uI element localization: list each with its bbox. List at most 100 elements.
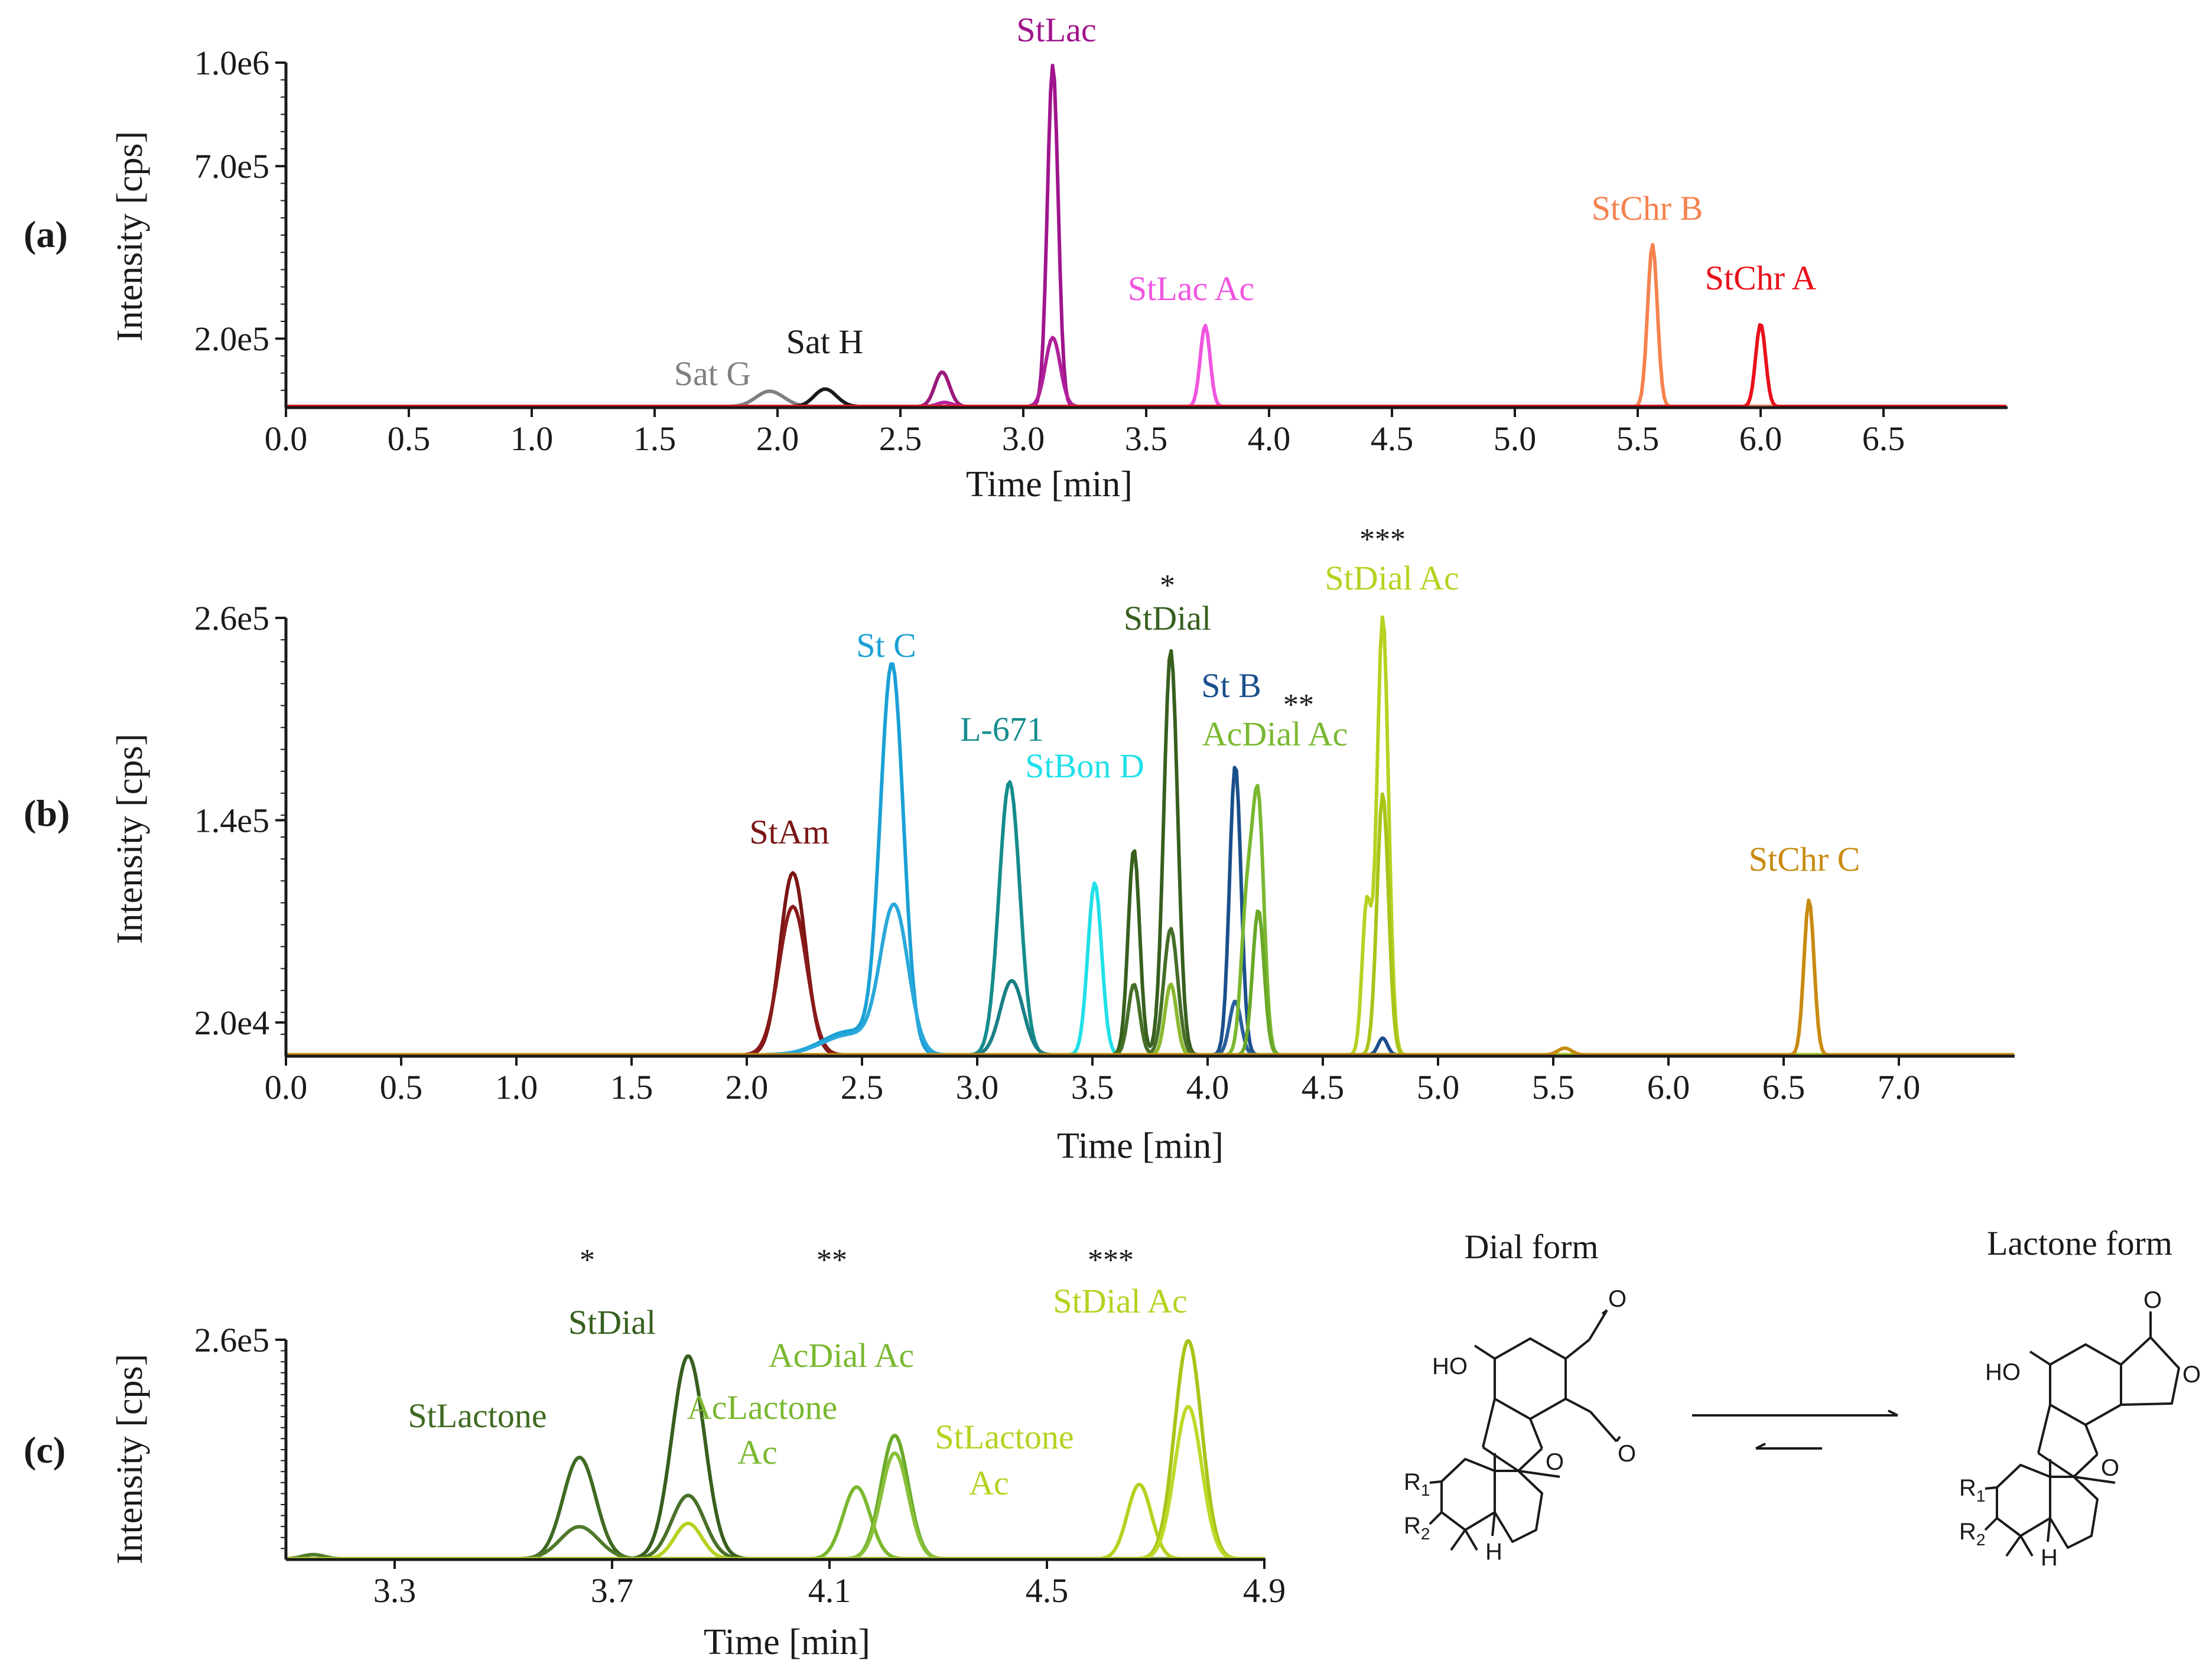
panel-b-traces bbox=[286, 615, 2014, 1057]
y-tick-label: 2.0e5 bbox=[194, 320, 269, 358]
peak-label-stchr-c: StChr C bbox=[1749, 840, 1860, 878]
x-tick-label: 5.0 bbox=[1417, 1068, 1460, 1106]
peak-label-stlac-ac: StLac Ac bbox=[1128, 269, 1254, 308]
peak-label-stam: StAm bbox=[749, 813, 829, 851]
annotation-star-2: ** bbox=[1283, 688, 1314, 722]
annotation-star-c1: * bbox=[580, 1243, 595, 1277]
trace-aclactone-ac bbox=[285, 1485, 1266, 1561]
trace-stlac-ac bbox=[286, 324, 2006, 409]
lactone-o-text-3: O bbox=[2101, 1455, 2119, 1481]
x-tick-label: 2.5 bbox=[879, 419, 922, 458]
x-tick-label: 0.0 bbox=[265, 1068, 308, 1106]
trace-stbon-d bbox=[286, 881, 2014, 1057]
panel-a-ticks: 0.0 0.5 1.0 1.5 2.0 2.5 3.0 3.5 4.0 4.5 5.0 5.5 6.0 6… bbox=[194, 44, 1905, 458]
panel-b-ticks: 0.0 0.5 1.0 1.5 2.0 2.5 3.0 3.5 4.0 4.5 5.0 5.5 6.0 6… bbox=[194, 599, 1921, 1106]
annotation-star-c3: *** bbox=[1088, 1243, 1134, 1277]
trace-acdial-ac-q bbox=[286, 909, 2014, 1057]
y-tick-label: 1.4e5 bbox=[194, 801, 269, 839]
x-tick-label: 3.5 bbox=[1071, 1068, 1114, 1106]
x-tick-label: 1.0 bbox=[495, 1068, 538, 1106]
lactone-form-title: Lactone form bbox=[1987, 1224, 2172, 1262]
peak-label-acdial-ac: AcDial Ac bbox=[1202, 715, 1348, 753]
panel-b-x-axis-title: Time [min] bbox=[1057, 1126, 1224, 1166]
x-tick-label: 0.5 bbox=[380, 1068, 423, 1106]
x-tick-label: 4.0 bbox=[1186, 1068, 1229, 1106]
lactone-h-text: H bbox=[2041, 1545, 2058, 1571]
x-tick-label: 4.5 bbox=[1302, 1068, 1345, 1106]
trace-stam bbox=[286, 871, 2014, 1057]
equilibrium-arrows bbox=[1692, 1409, 1898, 1450]
lactone-form-structure: HO O O O R1 R2 H bbox=[1959, 1287, 2201, 1571]
panel-a-chart: (a) Intensity [cps] Time [min] 0.0 0.5 1.0… bbox=[24, 11, 2008, 504]
panel-c-chart: (c) Intensity [cps] Time [min] 3.3 3.7 4.1… bbox=[24, 1243, 1286, 1662]
panel-a-traces bbox=[286, 63, 2006, 409]
panel-a-y-axis-title: Intensity [cps] bbox=[110, 131, 150, 341]
peak-label-stdial: StDial bbox=[1124, 599, 1211, 637]
x-tick-label: 4.5 bbox=[1371, 419, 1414, 458]
panel-b-peak-labels: StAm St C L-671 StBon D StDial St B AcDi… bbox=[749, 523, 1860, 878]
panel-b-chart: (b) Intensity [cps] Time [min] 0.0 0.5 1.0… bbox=[24, 523, 2015, 1166]
peak-label-sat-g: Sat G bbox=[674, 354, 752, 393]
x-tick-label: 4.1 bbox=[808, 1571, 851, 1610]
panel-b-y-axis-title: Intensity [cps] bbox=[110, 734, 150, 944]
panel-a-label: (a) bbox=[24, 213, 68, 255]
annotation-star-1: * bbox=[1160, 569, 1175, 603]
y-tick-label: 1.0e6 bbox=[194, 44, 269, 82]
dial-r2-text: R2 bbox=[1404, 1513, 1430, 1543]
dial-o-text-1: O bbox=[1608, 1286, 1627, 1312]
lactone-r1-text: R1 bbox=[1959, 1475, 1985, 1505]
x-tick-label: 0.5 bbox=[388, 419, 431, 458]
peak-label-stdial-ac: StDial Ac bbox=[1325, 559, 1459, 597]
dial-form-title: Dial form bbox=[1464, 1228, 1598, 1266]
trace-st-b bbox=[286, 766, 2014, 1057]
x-tick-label: 3.5 bbox=[1125, 419, 1168, 458]
x-tick-label: 6.5 bbox=[1862, 419, 1905, 458]
lactone-o-text-1: O bbox=[2143, 1287, 2162, 1313]
trace-stlac-q bbox=[286, 336, 2006, 409]
x-tick-label: 1.0 bbox=[510, 419, 554, 458]
lactone-r2-text: R2 bbox=[1959, 1519, 1985, 1549]
dial-o-text-2: O bbox=[1618, 1441, 1636, 1467]
panel-c-y-axis-title: Intensity [cps] bbox=[110, 1354, 150, 1564]
x-tick-label: 2.5 bbox=[841, 1068, 884, 1106]
y-tick-label: 2.0e4 bbox=[194, 1004, 269, 1042]
y-tick-label: 7.0e5 bbox=[194, 147, 269, 185]
trace-stchr-a bbox=[286, 323, 2006, 409]
annotation-star-c2: ** bbox=[817, 1243, 847, 1277]
peak-label-stlactone: StLactone bbox=[408, 1396, 547, 1435]
dial-r1-text: R1 bbox=[1404, 1469, 1430, 1499]
peak-label-aclactone-ac: Ac bbox=[737, 1433, 778, 1471]
x-tick-label: 4.5 bbox=[1026, 1571, 1069, 1610]
lactone-o-text-2: O bbox=[2182, 1362, 2201, 1388]
x-tick-label: 6.0 bbox=[1647, 1068, 1690, 1106]
dial-form-structure: HO O O O R1 R2 H bbox=[1404, 1286, 1636, 1565]
trace-stdial-q bbox=[285, 1493, 1266, 1561]
trace-stdial-ac-q bbox=[286, 792, 2014, 1057]
lactone-ho-text: HO bbox=[1985, 1359, 2021, 1385]
trace-stdial-q bbox=[286, 927, 2014, 1057]
y-tick-label: 2.6e5 bbox=[194, 1321, 269, 1359]
x-tick-label: 4.0 bbox=[1248, 419, 1291, 458]
peak-label-stchr-a: StChr A bbox=[1705, 259, 1817, 297]
peak-label-st-c: St C bbox=[856, 626, 916, 665]
x-tick-label: 1.5 bbox=[610, 1068, 653, 1106]
x-tick-label: 7.0 bbox=[1878, 1068, 1921, 1106]
panel-b-label: (b) bbox=[24, 792, 70, 834]
x-tick-label: 3.3 bbox=[373, 1571, 417, 1610]
panel-a-peak-labels: StLac StLac Ac StChr B StChr A Sat H Sat… bbox=[674, 11, 1817, 393]
x-tick-label: 1.5 bbox=[633, 419, 676, 458]
trace-stdial-ac bbox=[286, 615, 2014, 1057]
peak-label-stchr-b: StChr B bbox=[1592, 189, 1703, 227]
x-tick-label: 2.0 bbox=[756, 419, 799, 458]
trace-stlactone-ac bbox=[285, 1483, 1266, 1561]
x-tick-label: 6.0 bbox=[1739, 419, 1782, 458]
x-tick-label: 6.5 bbox=[1762, 1068, 1806, 1106]
x-tick-label: 3.0 bbox=[1002, 419, 1045, 458]
peak-label-acdial-ac-c: AcDial Ac bbox=[769, 1336, 914, 1375]
peak-label-stlac: StLac bbox=[1016, 11, 1096, 49]
chemical-structures: Dial form Lactone form HO bbox=[1404, 1224, 2201, 1571]
x-tick-label: 5.5 bbox=[1532, 1068, 1575, 1106]
panel-c-ticks: 3.3 3.7 4.1 4.5 4.9 2.6e5 bbox=[194, 1321, 1286, 1610]
panel-a-x-axis-title: Time [min] bbox=[966, 464, 1133, 504]
